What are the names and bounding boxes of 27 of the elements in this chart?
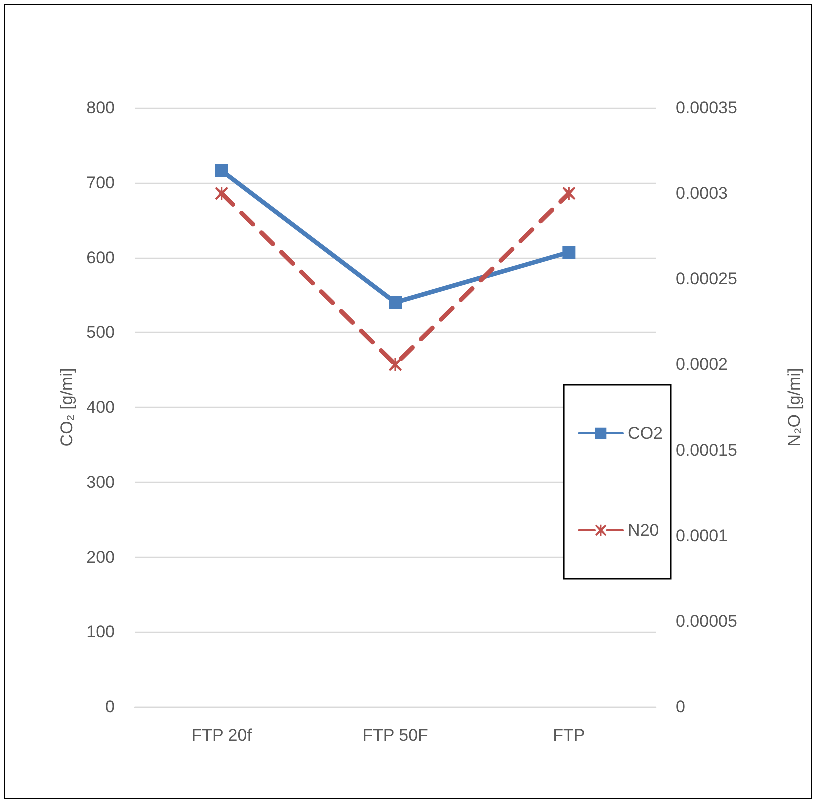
legend-label: CO2 [628,424,664,443]
y2-axis-title: N₂O [g/mi] [785,368,804,447]
y2-tick-label: 0.0001 [676,526,728,546]
y-tick-label: 200 [86,548,115,567]
y-tick-label: 0 [106,698,115,716]
point [389,296,402,310]
y-tick-label: 500 [86,323,115,342]
y-tick-label: 700 [86,173,115,192]
y-tick-label: 300 [86,472,115,492]
legend-label: N20 [628,521,660,540]
y2-tick-label: 0 [676,698,686,716]
x-tick-label: FTP 50F [362,726,428,745]
y-tick-label: 600 [86,248,115,268]
y2-tick-label: 0.00035 [676,98,738,118]
y-tick-label: 100 [86,622,115,642]
y2-tick-label: 0.00005 [676,612,738,631]
y-axis-title: CO₂ [g/mi] [58,368,77,447]
y2-tick-label: 0.00015 [676,440,738,460]
point [562,246,576,260]
y-tick-label: 400 [86,398,115,417]
y2-tick-label: 0.0002 [676,355,728,374]
y2-tick-label: 0.0003 [676,184,728,204]
y2-tick-label: 0.00025 [676,270,738,289]
y-tick-label: 800 [86,98,115,118]
x-tick-label: FTP 20f [192,726,252,745]
point [215,164,228,178]
x-tick-label: FTP [553,726,586,745]
